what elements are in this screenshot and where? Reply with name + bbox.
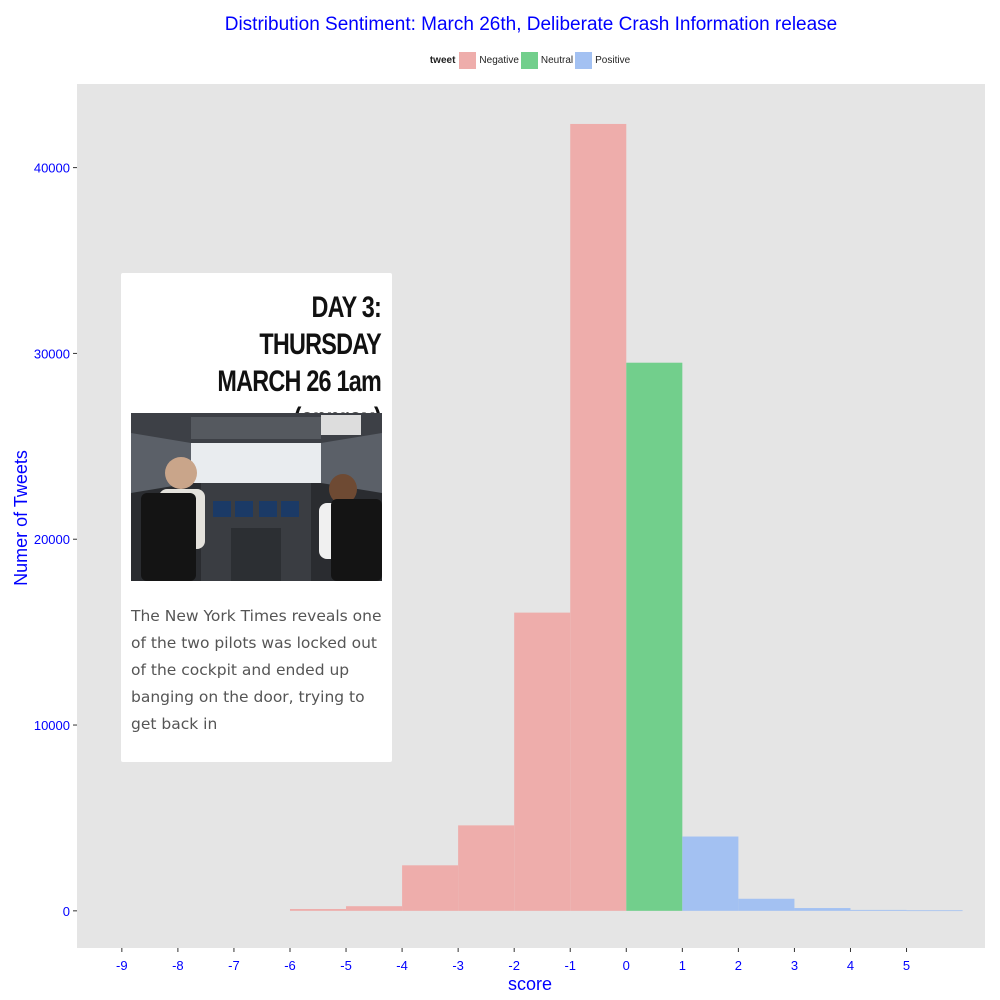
y-tick-label: 40000 (34, 161, 70, 176)
legend-swatch-neutral (520, 52, 538, 69)
legend-label-negative: Negative (479, 55, 519, 66)
x-tick-label: -7 (228, 958, 240, 973)
legend-title: tweet (429, 55, 456, 66)
x-tick-label: -4 (396, 958, 408, 973)
x-tick-label: -8 (172, 958, 184, 973)
bar-negative--3 (458, 825, 515, 911)
x-tick-label: 5 (903, 958, 910, 973)
x-tick-label: -2 (508, 958, 520, 973)
bar-positive-1 (682, 836, 739, 911)
x-tick-label: 2 (735, 958, 742, 973)
bar-positive-5 (906, 910, 963, 912)
legend-item-neutral: Neutral (520, 52, 574, 69)
x-axis: -9 -8 -7 -6 -5 -4 -3 -2 -1 0 1 2 3 4 5 (116, 948, 910, 973)
card-heading-line-1: DAY 3: THURSDAY (259, 291, 381, 361)
legend: tweet Negative Neutral Positive (0, 52, 1000, 69)
y-tick-label: 0 (63, 904, 70, 919)
bar-positive-2 (738, 898, 795, 911)
x-tick-label: 3 (791, 958, 798, 973)
bar-positive-4 (850, 909, 907, 911)
x-axis-label: score (508, 974, 552, 994)
cockpit-photo (131, 413, 382, 581)
bar-negative--5 (346, 906, 403, 911)
legend-swatch-negative (459, 52, 477, 69)
chart-title: Distribution Sentiment: March 26th, Deli… (224, 14, 838, 35)
x-tick-label: 1 (679, 958, 686, 973)
news-card: DAY 3: THURSDAY MARCH 26 1am (approx) (121, 273, 392, 762)
y-axis: 0 10000 20000 30000 40000 (34, 161, 77, 919)
legend-item-positive: Positive (575, 52, 630, 69)
legend-swatch-positive (575, 52, 593, 69)
x-tick-label: -3 (452, 958, 464, 973)
legend-item-negative: Negative (459, 52, 519, 69)
x-tick-label: -1 (564, 958, 576, 973)
bars-group (289, 123, 963, 912)
legend-label-neutral: Neutral (540, 55, 574, 66)
bar-negative--4 (402, 865, 459, 911)
legend-label-positive: Positive (595, 55, 631, 66)
y-tick-label: 20000 (34, 532, 70, 547)
y-tick-label: 30000 (34, 346, 70, 361)
x-tick-label: -6 (284, 958, 296, 973)
x-tick-label: 4 (847, 958, 854, 973)
bar-positive-3 (794, 908, 851, 911)
y-axis-label: Numer of Tweets (11, 450, 31, 586)
bar-negative--6 (289, 908, 347, 911)
card-heading-line-2: MARCH 26 1am (217, 365, 381, 398)
card-body-text: The New York Times reveals one of the tw… (131, 607, 382, 733)
x-tick-label: -9 (116, 958, 128, 973)
bar-neutral-0 (626, 362, 683, 911)
y-tick-label: 10000 (34, 718, 70, 733)
x-tick-label: -5 (340, 958, 352, 973)
bar-negative--1 (570, 123, 627, 911)
bar-negative--2 (514, 612, 571, 911)
x-tick-label: 0 (623, 958, 630, 973)
